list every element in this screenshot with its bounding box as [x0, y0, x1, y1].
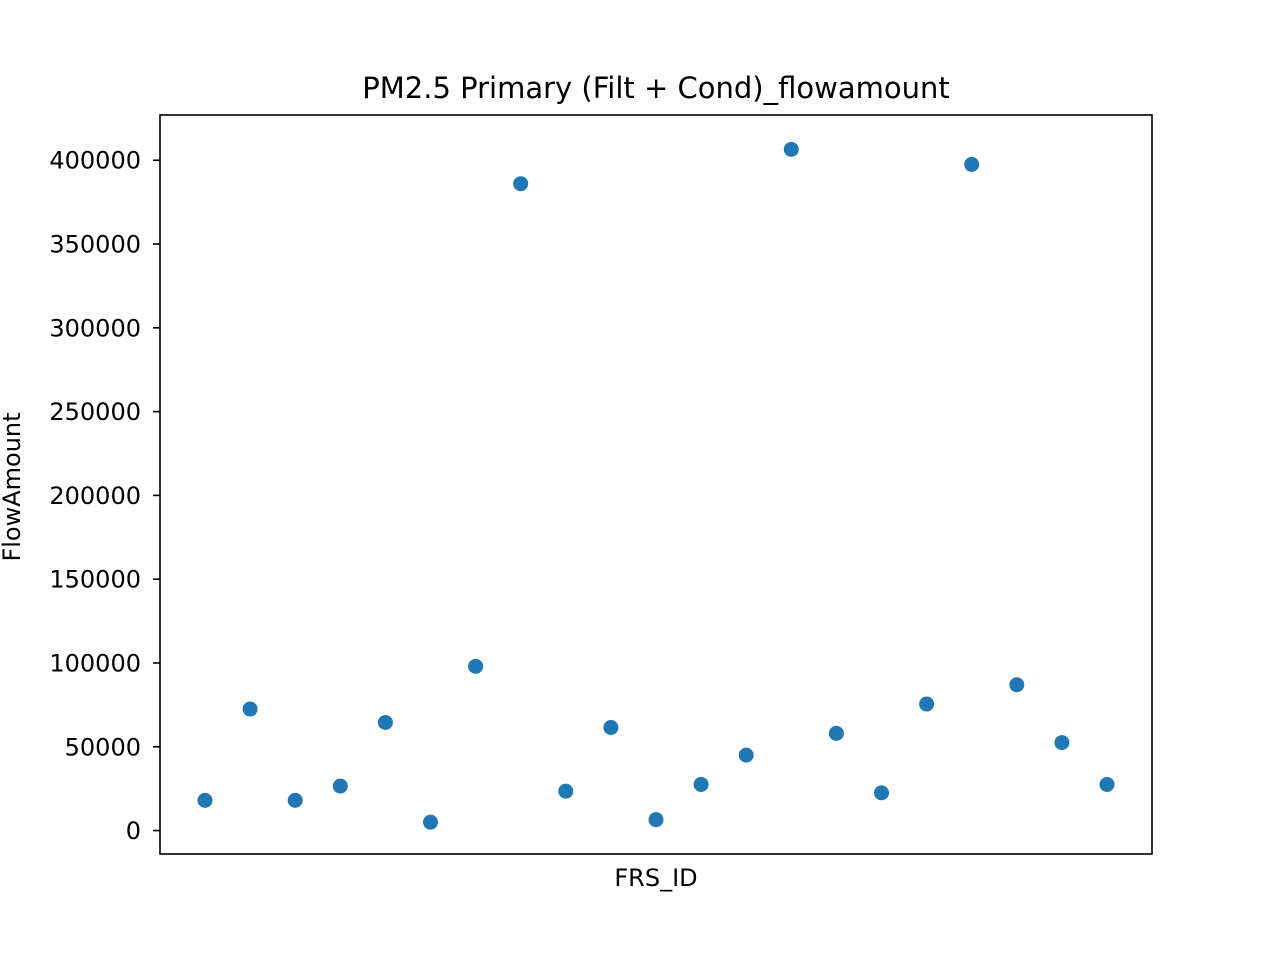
y-tick-label: 0	[126, 817, 141, 845]
y-tick-label: 400000	[49, 147, 141, 175]
y-tick-label: 300000	[49, 314, 141, 342]
data-point	[242, 701, 258, 717]
data-point	[828, 725, 844, 741]
y-axis-label: FlowAmount	[0, 412, 26, 561]
data-point	[648, 812, 664, 828]
data-point	[1099, 776, 1115, 792]
data-point	[783, 141, 799, 157]
data-point	[874, 785, 889, 801]
y-tick-label: 50000	[65, 733, 141, 761]
data-point	[287, 792, 303, 808]
data-point	[197, 792, 213, 808]
data-point	[513, 176, 529, 192]
data-point	[964, 156, 980, 172]
chart-title: PM2.5 Primary (Filt + Cond)_flowamount	[362, 71, 949, 105]
y-tick-label: 200000	[49, 482, 141, 510]
data-points	[197, 141, 1115, 830]
x-axis-label: FRS_ID	[614, 864, 697, 892]
data-point	[423, 814, 438, 830]
data-point	[1009, 677, 1025, 693]
data-point	[332, 778, 348, 794]
y-tick-label: 250000	[49, 398, 141, 426]
data-point	[377, 714, 393, 730]
data-point	[919, 696, 935, 712]
data-point	[603, 719, 619, 735]
y-axis-ticks: 0 50000 100000 150000 200000 250000 300000 3500…	[49, 147, 160, 845]
y-tick-label: 350000	[49, 231, 141, 259]
y-tick-label: 150000	[49, 566, 141, 594]
data-point	[558, 783, 574, 799]
y-tick-label: 100000	[49, 649, 141, 677]
data-point	[738, 747, 754, 763]
data-point	[468, 658, 484, 674]
plot-frame	[159, 114, 1153, 855]
data-point	[1054, 735, 1070, 751]
data-point	[693, 776, 709, 792]
